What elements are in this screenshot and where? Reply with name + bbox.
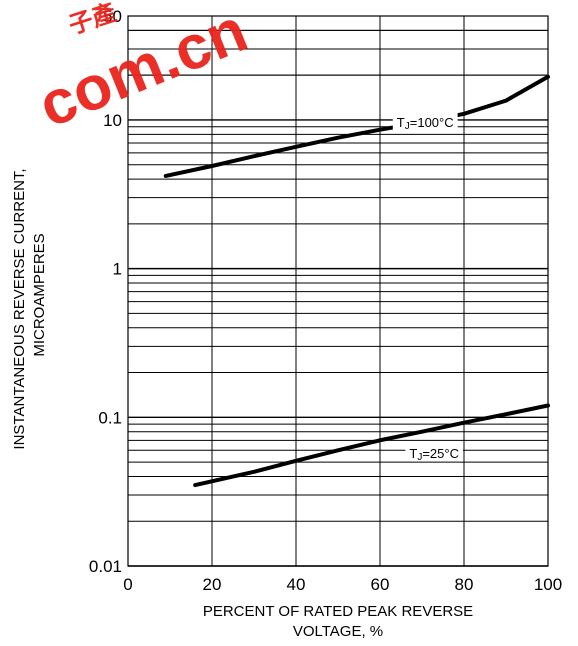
x-tick-label: 60: [371, 575, 390, 594]
series-label-text: TJ=100°C: [397, 115, 454, 132]
series-label-rest: =25°C: [422, 446, 459, 461]
grid: [127, 15, 549, 567]
series-label-main: T: [409, 446, 417, 461]
watermark-small-text: 子產: [65, 0, 119, 40]
x-tick-label: 40: [287, 575, 306, 594]
series-label-rest: =100°C: [410, 115, 454, 130]
y-tick-label: 50: [103, 7, 122, 26]
plot-frame: [127, 15, 549, 567]
series-label-subscript: J: [417, 452, 422, 463]
series-label-text: TJ=25°C: [409, 446, 459, 463]
y-tick-label: 1: [113, 260, 122, 279]
x-tick-label: 80: [455, 575, 474, 594]
y-tick-labels: 0.01 0.1 1 10 50: [89, 7, 122, 576]
y-tick-label: 0.1: [98, 408, 122, 427]
x-tick-label: 100: [534, 575, 562, 594]
curve-labels: TJ=100°CTJ=25°C: [392, 112, 463, 463]
x-tick-labels: 0 20 40 60 80 100: [123, 575, 562, 594]
series-line-0: [163, 74, 550, 178]
x-tick-label: 0: [123, 575, 132, 594]
x-axis-label-line-1: PERCENT OF RATED PEAK REVERSE: [203, 603, 473, 620]
x-axis-label-line-2: VOLTAGE, %: [293, 623, 383, 640]
y-axis-label-line-2: MICROAMPERES: [31, 233, 48, 356]
series-label-main: T: [397, 115, 405, 130]
series-label-subscript: J: [405, 121, 410, 132]
y-tick-label: 10: [103, 111, 122, 130]
x-tick-label: 20: [203, 575, 222, 594]
y-tick-label: 0.01: [89, 557, 122, 576]
series-label-0: TJ=100°C: [392, 112, 458, 132]
series-line-1: [193, 403, 550, 488]
y-axis-label-line-1: INSTANTANEOUS REVERSE CURRENT,: [11, 168, 28, 449]
series-label-1: TJ=25°C: [405, 443, 463, 463]
curves: [163, 74, 550, 488]
series-label-background: [392, 112, 458, 130]
series-label-background: [405, 443, 463, 461]
